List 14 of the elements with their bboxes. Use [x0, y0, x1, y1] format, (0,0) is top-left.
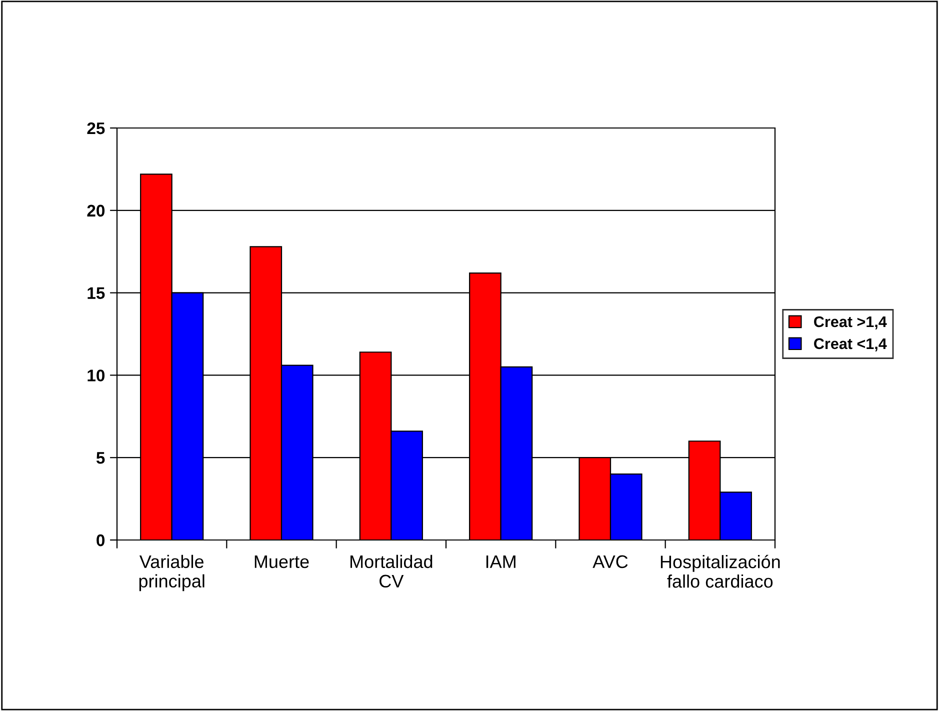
x-tick-label: Muerte [254, 555, 309, 568]
y-tick-label: 5 [96, 452, 105, 464]
y-tick-label: 15 [88, 287, 105, 300]
x-tick-label: IAM [486, 555, 516, 568]
y-tick-label: 0 [96, 534, 105, 546]
y-tick-label: 25 [87, 122, 105, 134]
y-tick-label: 20 [87, 204, 105, 217]
x-tick-label: Mortalidad CV [350, 554, 432, 588]
legend-label: Creat <1,4 [814, 338, 887, 352]
x-tick-label: AVC [592, 555, 628, 568]
x-tick-label: Hospitalización fallo cardiaco [660, 554, 780, 588]
x-tick-label: Variable principal [139, 554, 204, 592]
legend-label: Creat >1,4 [814, 316, 887, 330]
y-tick-label: 10 [88, 370, 105, 382]
